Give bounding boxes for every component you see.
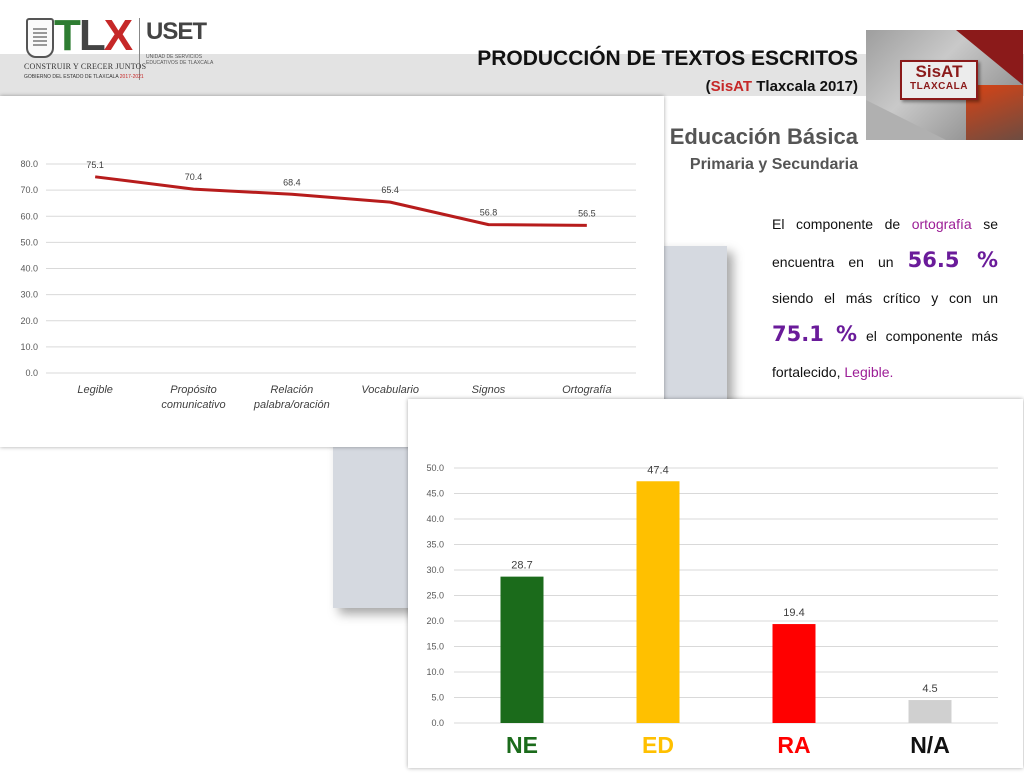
line-category-label: palabra/oración bbox=[253, 399, 330, 411]
bar-ed bbox=[636, 481, 680, 723]
tlx-logo: TLX USET UNIDAD DE SERVICIOS EDUCATIVOS … bbox=[22, 14, 222, 84]
bar-chart: 0.0 5.0 10.0 15.0 20.0 25.0 30.0 35.0 40.0 45.0 50… bbox=[426, 463, 998, 728]
sisat-plate: SisAT TLAXCALA bbox=[900, 60, 978, 100]
critical-value: 56.5 % bbox=[907, 248, 998, 272]
bar-category-ne: NE bbox=[506, 732, 538, 758]
tlx-wordmark: TLX bbox=[54, 11, 133, 60]
bar-ytick-label: 35.0 bbox=[426, 540, 444, 550]
line-ytick-label: 70.0 bbox=[20, 185, 38, 195]
sisat-badge: SisAT TLAXCALA bbox=[866, 30, 1023, 140]
bar-ytick-label: 20.0 bbox=[426, 616, 444, 626]
line-category-label: comunicativo bbox=[161, 399, 225, 411]
line-ytick-label: 40.0 bbox=[20, 264, 38, 274]
line-ytick-label: 0.0 bbox=[25, 368, 38, 378]
uset-subtitle: UNIDAD DE SERVICIOS EDUCATIVOS DE TLAXCA… bbox=[146, 54, 214, 66]
line-ytick-label: 50.0 bbox=[20, 237, 38, 247]
line-category-label: Ortografía bbox=[562, 384, 612, 396]
line-data-label: 70.4 bbox=[185, 172, 203, 182]
coat-of-arms-icon bbox=[26, 18, 54, 58]
line-chart-card: 0.0 10.0 20.0 30.0 40.0 50.0 60.0 70.0 80.0 75.1 L… bbox=[0, 96, 664, 447]
bar-data-label: 47.4 bbox=[647, 464, 668, 476]
header-band bbox=[0, 54, 1024, 96]
level-title: Educación Básica bbox=[669, 124, 858, 149]
level-subtitle: Primaria y Secundaria bbox=[689, 156, 858, 173]
bar-ytick-label: 10.0 bbox=[426, 667, 444, 677]
bar-ytick-label: 0.0 bbox=[431, 718, 444, 728]
line-data-label: 65.4 bbox=[381, 185, 399, 195]
line-data-label: 75.1 bbox=[86, 160, 104, 170]
description-text: El componente de ortografía se encuentra… bbox=[772, 216, 998, 380]
bar-chart-card: 0.0 5.0 10.0 15.0 20.0 25.0 30.0 35.0 40.0 45.0 50… bbox=[408, 399, 1023, 768]
accent-legible: Legible. bbox=[844, 364, 894, 380]
line-category-label: Vocabulario bbox=[361, 384, 419, 396]
bar-ra bbox=[772, 624, 816, 723]
badge-line1: SisAT bbox=[915, 62, 963, 81]
line-ytick-label: 30.0 bbox=[20, 290, 38, 300]
bar-category-ra: RA bbox=[777, 732, 811, 758]
subtitle-rest: Tlaxcala 2017 bbox=[756, 78, 853, 95]
line-category-label: Propósito bbox=[170, 384, 216, 396]
uset-wordmark: USET bbox=[146, 18, 207, 45]
page-title: PRODUCCIÓN DE TEXTOS ESCRITOS bbox=[477, 47, 858, 70]
slogan: CONSTRUIR Y CRECER JUNTOS bbox=[24, 62, 147, 71]
bar-ne bbox=[500, 576, 544, 723]
bar-na bbox=[908, 700, 952, 723]
page-subtitle: (SisAT Tlaxcala 2017) bbox=[705, 78, 858, 95]
bar-ytick-label: 15.0 bbox=[426, 642, 444, 652]
strongest-value: 75.1 % bbox=[772, 322, 858, 346]
bar-category-ed: ED bbox=[642, 732, 674, 758]
gobierno-label: GOBIERNO DEL ESTADO DE TLAXCALA 2017-202… bbox=[24, 74, 144, 80]
line-category-label: Signos bbox=[472, 384, 506, 396]
line-ytick-label: 60.0 bbox=[20, 211, 38, 221]
badge-line2: TLAXCALA bbox=[910, 81, 968, 92]
line-ytick-label: 10.0 bbox=[20, 342, 38, 352]
line-data-label: 56.8 bbox=[480, 208, 498, 218]
line-series bbox=[94, 175, 587, 227]
line-ytick-label: 80.0 bbox=[20, 159, 38, 169]
bar-ytick-label: 25.0 bbox=[426, 591, 444, 601]
bar-ytick-label: 30.0 bbox=[426, 565, 444, 575]
bar-data-label: 28.7 bbox=[511, 560, 532, 572]
line-ytick-label: 20.0 bbox=[20, 316, 38, 326]
line-chart: 0.0 10.0 20.0 30.0 40.0 50.0 60.0 70.0 80.0 75.1 L… bbox=[20, 159, 636, 411]
subtitle-brand: SisAT bbox=[710, 78, 753, 95]
bar-data-label: 4.5 bbox=[922, 683, 937, 695]
logo-divider bbox=[139, 18, 140, 80]
bar-ytick-label: 40.0 bbox=[426, 514, 444, 524]
line-category-label: Legible bbox=[77, 384, 112, 396]
line-category-label: Relación bbox=[270, 384, 313, 396]
line-data-label: 56.5 bbox=[578, 208, 596, 218]
bar-ytick-label: 5.0 bbox=[431, 693, 444, 703]
bar-ytick-label: 50.0 bbox=[426, 463, 444, 473]
line-data-label: 68.4 bbox=[283, 177, 301, 187]
bar-data-label: 19.4 bbox=[783, 607, 804, 619]
accent-ortografia: ortografía bbox=[911, 216, 972, 232]
bar-category-na: N/A bbox=[910, 732, 950, 758]
bar-ytick-label: 45.0 bbox=[426, 489, 444, 499]
